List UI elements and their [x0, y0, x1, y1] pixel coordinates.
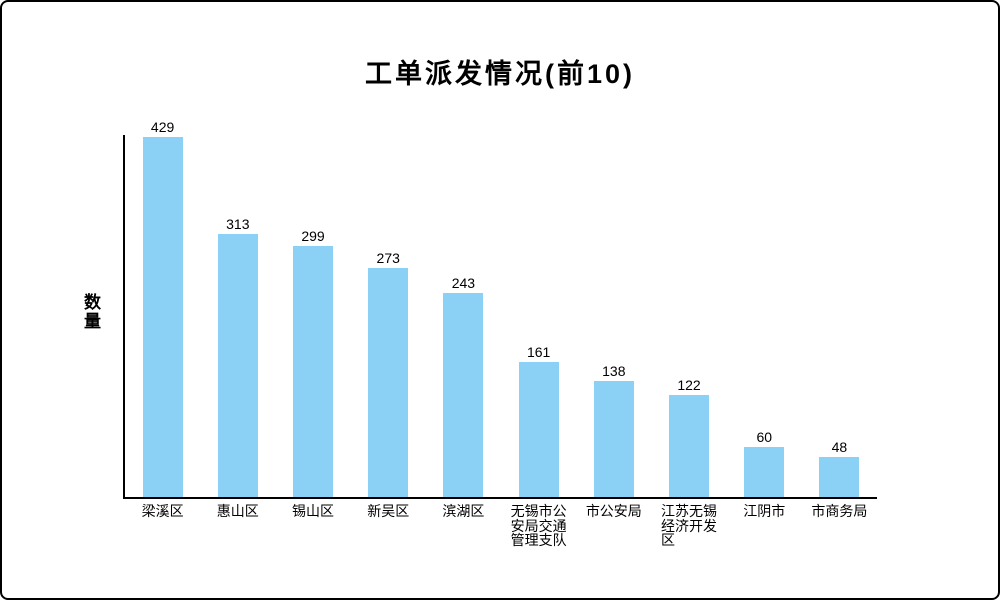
plot-area: 429 313 299 273 243 161 — [123, 120, 877, 547]
bar-group-jiangyin: 60 — [727, 430, 802, 497]
bar-value-label: 161 — [526, 344, 551, 360]
x-label-cell: 江苏无锡 经济开发 区 — [651, 504, 726, 548]
x-label-xishan: 锡山区 — [292, 503, 334, 519]
x-label-commerce-bureau: 市商务局 — [811, 503, 868, 519]
x-label-cell: 惠山区 — [200, 504, 275, 519]
x-label-cell: 市公安局 — [576, 504, 651, 519]
bar-liangxi — [142, 137, 183, 497]
x-label-jiangyin: 江阴市 — [743, 503, 786, 519]
bar-economic-dev-zone — [669, 395, 710, 497]
bar-value-label: 429 — [150, 119, 175, 135]
x-label-cell: 市商务局 — [802, 504, 877, 519]
bar-value-label: 138 — [602, 363, 626, 379]
bar-group-public-security: 138 — [576, 364, 651, 497]
chart-title: 工单派发情况(前10) — [364, 59, 635, 89]
bar-group-traffic-police: 161 — [501, 345, 576, 497]
x-axis-labels: 梁溪区 惠山区 锡山区 新吴区 滨湖区 无锡市公 安局交通 管理支队 市公安局 … — [125, 504, 877, 548]
bar-xinwu — [368, 268, 409, 497]
x-label-cell: 锡山区 — [275, 504, 350, 519]
bar-traffic-police — [518, 362, 559, 497]
bar-value-label: 122 — [677, 377, 701, 393]
x-label-huishan: 惠山区 — [216, 503, 259, 519]
bar-public-security — [593, 381, 634, 497]
x-label-traffic-police: 无锡市公 安局交通 管理支队 — [510, 503, 567, 549]
bar-commerce-bureau — [819, 457, 860, 497]
bar-value-label: 48 — [831, 439, 848, 455]
x-axis-line — [123, 497, 877, 499]
y-axis-line — [123, 135, 125, 499]
bar-value-label: 313 — [226, 216, 250, 232]
bar-group-economic-dev-zone: 122 — [651, 378, 726, 497]
x-label-cell: 梁溪区 — [125, 504, 200, 519]
x-label-cell: 江阴市 — [727, 504, 802, 519]
bar-value-label: 299 — [301, 228, 325, 244]
x-label-economic-dev-zone: 江苏无锡 经济开发 区 — [661, 503, 718, 549]
bar-jiangyin — [744, 447, 785, 497]
x-label-cell: 新吴区 — [351, 504, 426, 519]
bar-group-xinwu: 273 — [351, 251, 426, 497]
y-axis-label: 数量 — [81, 293, 100, 331]
bar-group-xishan: 299 — [275, 229, 350, 497]
x-label-xinwu: 新吴区 — [367, 503, 410, 519]
bar-value-label: 243 — [451, 275, 476, 291]
bar-binhu — [443, 293, 484, 497]
bar-value-label: 60 — [756, 429, 773, 445]
x-label-public-security: 市公安局 — [585, 503, 642, 519]
x-label-liangxi: 梁溪区 — [141, 503, 184, 519]
bar-huishan — [217, 234, 258, 497]
x-label-cell: 无锡市公 安局交通 管理支队 — [501, 504, 576, 548]
bar-xishan — [293, 246, 333, 497]
x-label-binhu: 滨湖区 — [442, 503, 485, 519]
bar-group-huishan: 313 — [200, 217, 275, 497]
bar-value-label: 273 — [376, 250, 400, 266]
bar-group-commerce-bureau: 48 — [802, 440, 877, 497]
x-label-cell: 滨湖区 — [426, 504, 501, 519]
bars-container: 429 313 299 273 243 161 — [125, 120, 877, 497]
bar-group-liangxi: 429 — [125, 120, 200, 497]
bar-group-binhu: 243 — [426, 276, 501, 497]
